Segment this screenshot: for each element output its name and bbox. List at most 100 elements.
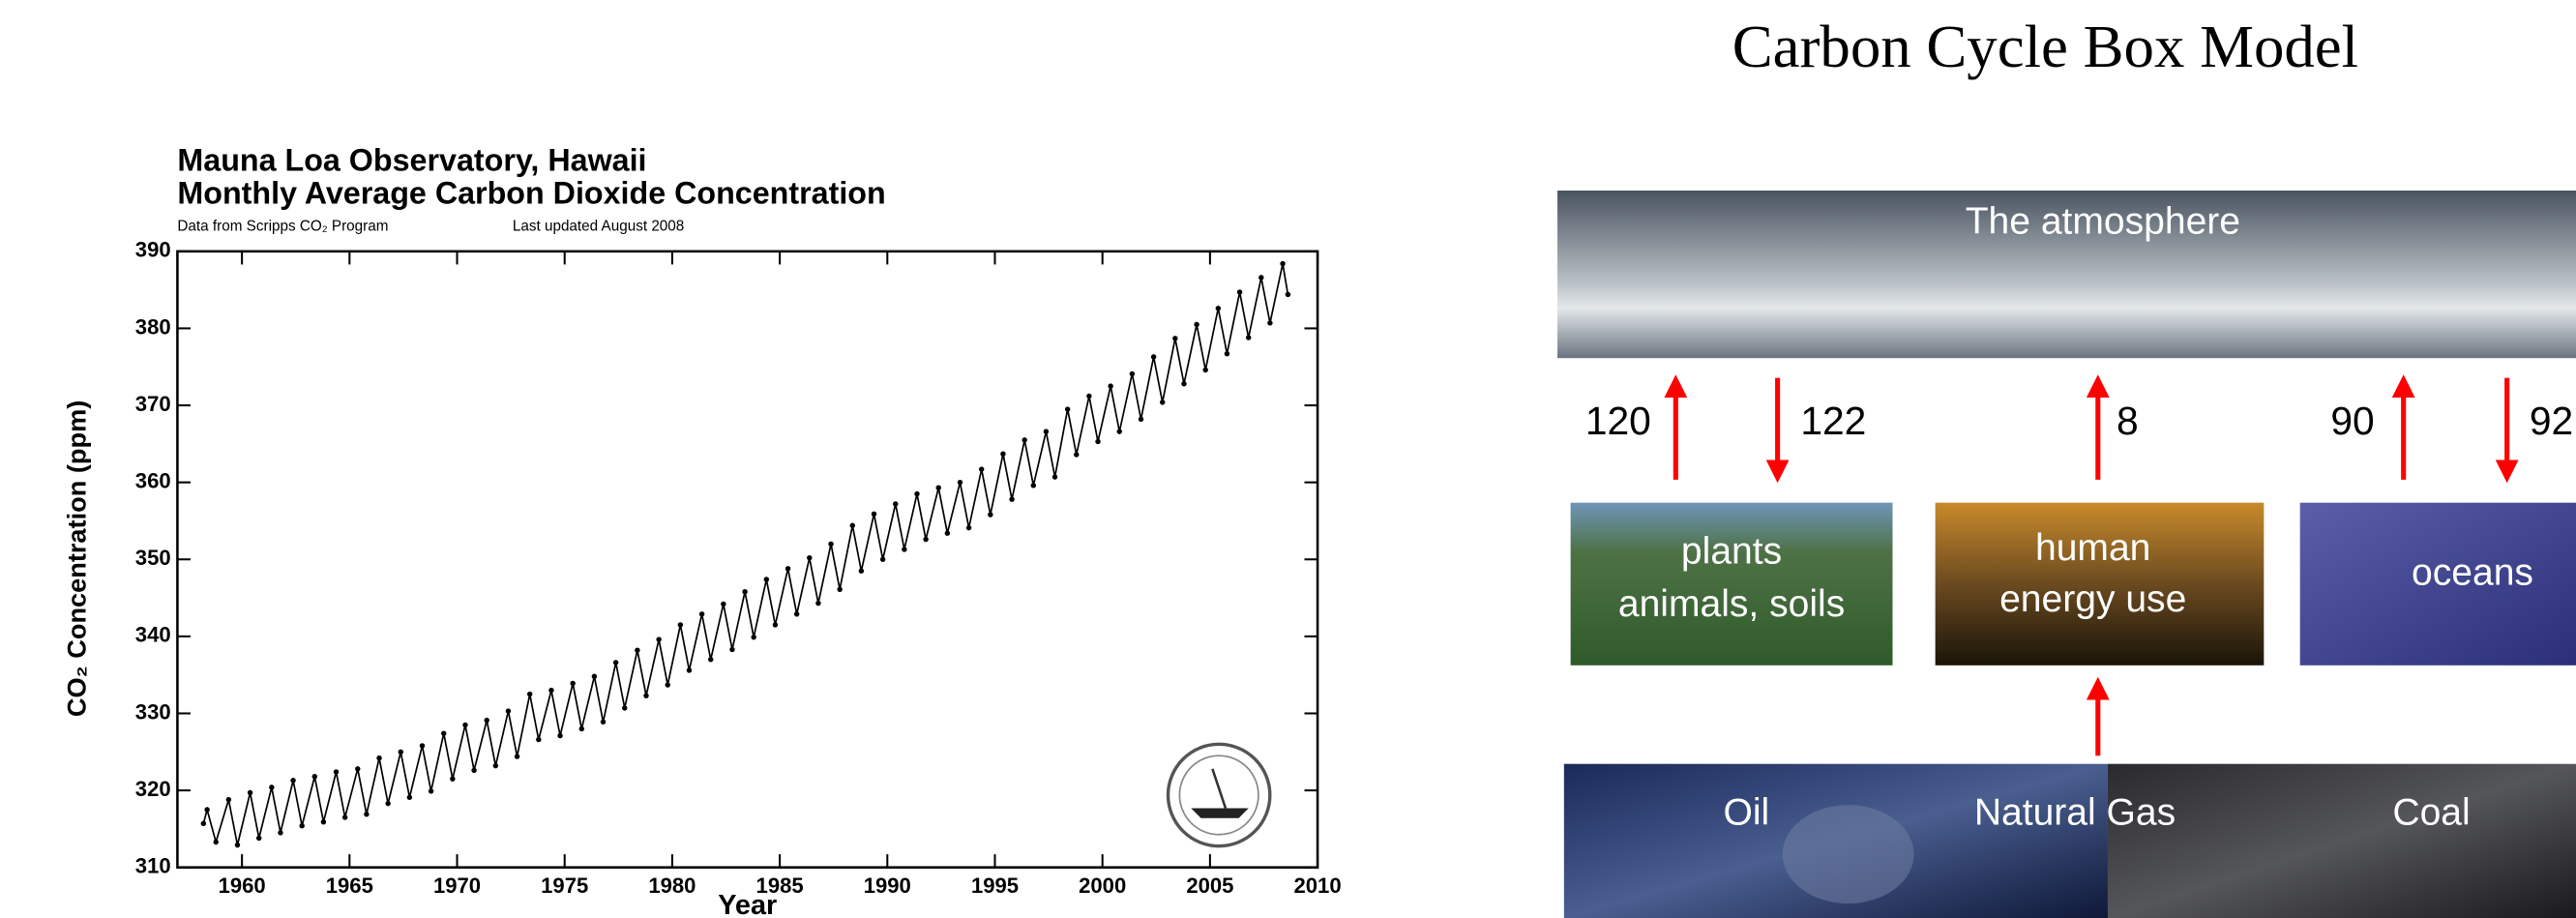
data-point (729, 647, 734, 652)
fossil-label: Oil (1723, 792, 1769, 834)
data-point (979, 466, 984, 471)
flux-label: 92 (2530, 399, 2573, 443)
data-point (342, 814, 347, 819)
data-point (429, 788, 433, 793)
data-point (687, 667, 692, 672)
data-point (635, 647, 639, 652)
data-point (407, 795, 412, 800)
x-tick-label: 1965 (326, 874, 373, 898)
x-tick-label: 1970 (433, 874, 481, 898)
x-tick-label: 1995 (971, 874, 1019, 898)
data-point (751, 635, 755, 639)
data-point (1237, 289, 1242, 294)
data-point (1216, 306, 1221, 311)
data-point (656, 637, 661, 641)
data-point (399, 750, 403, 755)
y-tick-label: 390 (135, 238, 171, 262)
data-point (1074, 452, 1079, 457)
data-point (204, 807, 209, 812)
data-point (936, 486, 941, 490)
data-point (527, 692, 532, 696)
chart-title: Mauna Loa Observatory, Hawaii (177, 143, 646, 178)
data-point (570, 681, 575, 686)
data-point (742, 589, 747, 594)
data-point (471, 768, 476, 773)
data-point (815, 601, 820, 606)
x-tick-label: 2000 (1079, 874, 1126, 898)
slide-title: Carbon Cycle Box Model (1732, 13, 2358, 80)
data-point (592, 674, 597, 679)
data-point (1108, 383, 1112, 388)
data-point (1095, 439, 1100, 444)
data-point (1280, 261, 1285, 266)
data-point (1246, 335, 1251, 340)
data-point (1267, 320, 1272, 325)
data-point (914, 491, 919, 496)
data-point (773, 622, 778, 627)
data-point (958, 480, 962, 485)
data-point (579, 726, 584, 731)
y-tick-label: 360 (135, 468, 171, 492)
data-point (1181, 381, 1186, 386)
data-point (1160, 400, 1165, 404)
data-point (601, 720, 606, 725)
data-point (312, 774, 317, 779)
reservoir-label: plants (1681, 531, 1782, 573)
data-point (201, 821, 206, 826)
fossil-label: Coal (2392, 792, 2470, 834)
data-point (764, 577, 769, 581)
data-point (837, 587, 842, 592)
data-point (850, 523, 855, 528)
reservoir-label: energy use (1999, 578, 2186, 620)
y-tick-label: 320 (135, 777, 171, 801)
y-tick-label: 380 (135, 314, 171, 339)
data-point (214, 840, 219, 844)
data-point (1022, 437, 1026, 442)
data-point (493, 763, 498, 768)
slide: Carbon Cycle Box Model Mauna Loa Observa… (0, 0, 2576, 918)
x-tick-label: 2005 (1186, 874, 1233, 898)
x-tick-label: 2010 (1294, 874, 1342, 898)
data-point (548, 688, 553, 693)
data-point (1151, 354, 1156, 359)
data-point (299, 823, 304, 828)
data-point (1286, 292, 1290, 297)
data-point (966, 525, 971, 530)
chart-subtitle: Monthly Average Carbon Dioxide Concentra… (177, 176, 885, 211)
data-point (364, 812, 369, 816)
data-point (923, 537, 928, 542)
data-point (536, 737, 541, 742)
data-point (708, 657, 713, 662)
data-point (859, 568, 864, 573)
y-tick-label: 340 (135, 623, 171, 647)
data-point (1172, 336, 1177, 341)
data-point (945, 530, 950, 535)
data-point (828, 542, 833, 547)
data-point (450, 776, 455, 781)
data-point (872, 512, 876, 517)
data-point (1194, 322, 1199, 327)
data-point (721, 602, 725, 607)
x-tick-label: 1980 (648, 874, 696, 898)
flux-label: 122 (1800, 399, 1866, 443)
coal-image (2108, 764, 2576, 918)
oil-bubble (1783, 805, 1914, 903)
data-point (1044, 429, 1049, 433)
data-point (1225, 351, 1229, 356)
data-point (1065, 406, 1070, 411)
data-point (462, 723, 467, 727)
data-point (1139, 417, 1143, 422)
data-point (1202, 368, 1207, 372)
atmosphere-label: The atmosphere (1966, 200, 2240, 242)
data-point (699, 611, 704, 616)
flux-label: 90 (2330, 399, 2374, 443)
chart-note: Last updated August 2008 (513, 218, 684, 234)
data-point (506, 708, 511, 713)
data-point (1031, 483, 1036, 488)
reservoir-label: human (2035, 527, 2150, 569)
data-point (269, 785, 274, 789)
observatory-seal (1169, 744, 1270, 845)
data-point (880, 557, 885, 562)
data-point (376, 755, 381, 760)
data-line (203, 264, 1288, 845)
